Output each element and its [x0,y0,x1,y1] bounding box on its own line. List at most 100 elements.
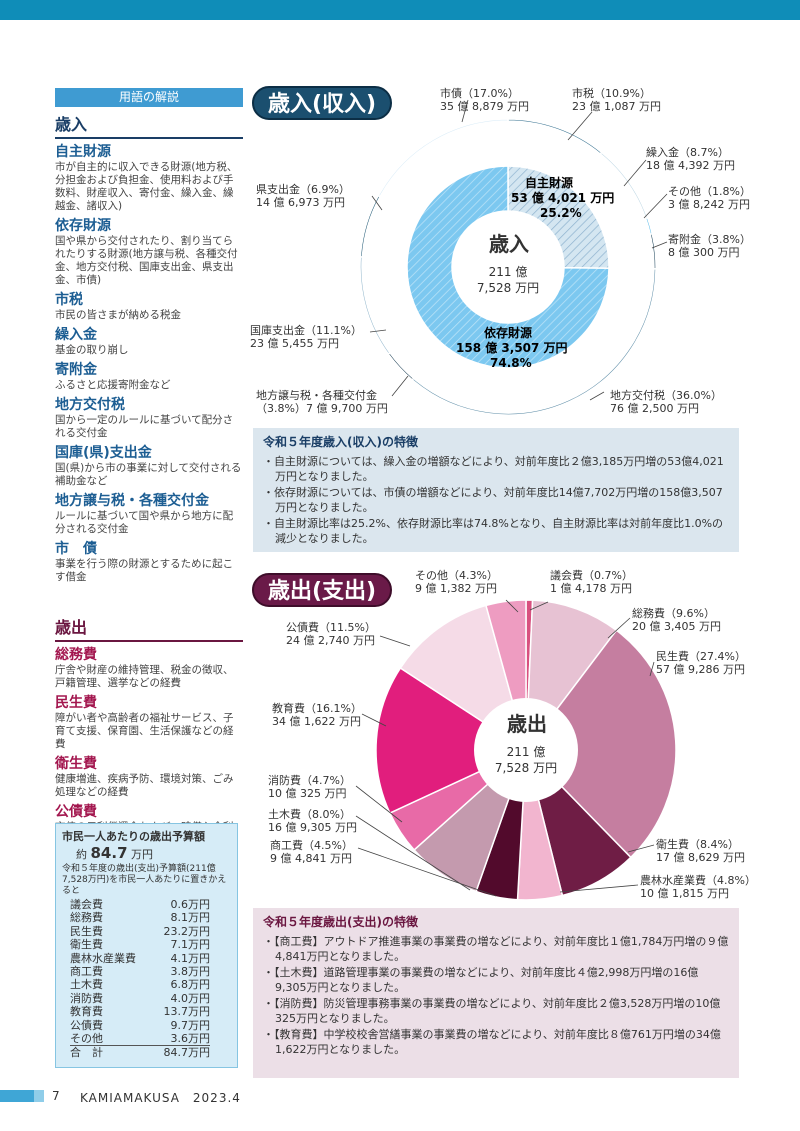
expenditure-leader-line [357,847,497,897]
expenditure-leader-line [529,601,549,611]
note-item: 【消防費】防災管理事務事業の事業費の増などにより、対前年度比２億3,528万円増… [263,996,729,1027]
expenditure-center-circle [474,698,578,802]
revenue-outer-slice [599,151,649,220]
expenditure-chart [355,599,677,901]
per-capita-box: 市民一人あたりの歳出予算額 約 84.7 万円 令和５年度の歳出(支出)予算額(… [55,823,238,1068]
glossary-revenue-title: 歳入 [55,109,243,139]
glossary-revenue-terms: 自主財源 市が自主的に収入できる財源(地方税、分担金および負担金、使用料および手数… [55,144,243,584]
magazine-title: KAMIAMAKUSA 2023.4 [80,1091,241,1105]
glossary-desc: 事業を行う際の財源とするために起こす借金 [55,558,234,583]
per-capita-value: 3.8万円 [170,965,211,979]
expenditure-slice [525,629,677,859]
label-doboku: 土木費（8.0%） 16 億 9,305 万円 [268,808,357,834]
revenue-leader-line [651,241,668,249]
label-shoubou: 消防費（4.7%） 10 億 325 万円 [268,774,351,800]
total-label: 合 計 [70,1045,153,1060]
revenue-center-label: 歳入 [489,232,529,256]
expenditure-leader-line [355,815,471,891]
per-capita-title: 市民一人あたりの歳出予算額 [62,830,205,843]
glossary-term: 地方譲与税・各種交付金 [55,493,209,509]
per-capita-item: 消防費 [70,991,103,1005]
label-sonota-rev: その他（1.8%） 3 億 8,242 万円 [668,185,751,211]
per-capita-row: 消防費 4.0万円 [70,992,210,1005]
revenue-center-amount-1: 211 億 [488,265,528,279]
top-bar [0,0,800,20]
revenue-chart [359,99,668,416]
per-capita-item: 教育費 [70,1005,103,1019]
revenue-heading: 歳入(収入) [252,86,393,120]
glossary-term: 繰入金 [55,327,97,343]
label-kokko: 国庫支出金（11.1%） 23 億 5,455 万円 [250,324,362,350]
label-jishu-amount: 53 億 4,021 万円 [511,191,615,205]
glossary-desc: ふるさと応援寄附金など [55,379,171,391]
footer-bar [0,1090,34,1102]
expenditure-slice [375,667,528,815]
expenditure-leader-line [559,884,639,893]
label-izon-pct: 74.8% [490,356,532,370]
per-capita-value: 0.6万円 [170,898,211,911]
glossary-desc: 国(県)から市の事業に対して交付される補助金など [55,462,242,487]
per-capita-row: 公債費 9.7万円 [70,1019,210,1032]
label-sonota-exp: その他（4.3%） 9 億 1,382 万円 [415,569,498,595]
label-nourin: 農林水産業費（4.8%） 10 億 1,815 万円 [640,874,756,900]
per-capita-value: 7.1万円 [170,938,211,952]
per-capita-row: 議会費 0.6万円 [70,898,210,911]
label-jishu: 自主財源 [525,176,574,190]
note-item: 自主財源比率は25.2%、依存財源比率は74.8%となり、自主財源比率は対前年度… [263,516,729,547]
label-izon: 依存財源 [484,326,533,340]
label-shizei: 市税（10.9%） 23 億 1,087 万円 [572,87,661,113]
expenditure-note-title: 令和５年度歳出(支出)の特徴 [263,915,418,929]
per-capita-item: 商工費 [70,965,103,979]
glossary-term: 地方交付税 [55,397,125,413]
expenditure-center-label: 歳出 [507,712,547,736]
glossary-expenditure-title: 歳出 [55,612,243,642]
footer: 7 KAMIAMAKUSA 2023.4 [0,1089,800,1110]
per-capita-row: 農林水産業費 4.1万円 [70,952,210,965]
note-item: 【商工費】アウトドア推進事業の事業費の増などにより、対前年度比１億1,784万円… [263,934,729,965]
label-kuriire: 繰入金（8.7%） 18 億 4,392 万円 [646,146,735,172]
glossary-desc: 健康増進、疾病予防、環境対策、ごみ処理などの経費 [55,773,234,798]
glossary-term: 依存財源 [55,218,111,234]
revenue-leader-line [391,375,409,397]
glossary-desc: 庁舎や財産の維持管理、税金の徴収、戸籍管理、選挙などの経費 [55,664,234,689]
amount-prefix: 約 [76,848,87,861]
per-capita-row: 民生費 23.2万円 [70,925,210,938]
glossary-term: 寄附金 [55,362,97,378]
expenditure-leader-line [379,635,411,647]
revenue-center-circle [452,211,564,323]
glossary-term: 国庫(県)支出金 [55,445,152,461]
per-capita-item: 総務費 [70,911,103,925]
revenue-leader-line [567,111,593,141]
per-capita-item: 公債費 [70,1018,103,1032]
expenditure-center-amount-1: 211 億 [506,745,546,759]
amount-value: 84.7 [90,844,128,862]
expenditure-leader-line [505,599,519,613]
glossary-header: 用語の解説 [55,88,243,107]
revenue-center-amount-2: 7,528 万円 [476,281,540,295]
revenue-note-title: 令和５年度歳入(収入)の特徴 [263,435,418,449]
expenditure-leader-line [607,617,631,639]
revenue-outer-slice [644,216,654,236]
label-shoukou: 商工費（4.5%） 9 億 4,841 万円 [270,839,353,865]
label-jouyo: 地方譲与税・各種交付金 （3.8%）7 億 9,700 万円 [256,389,388,415]
per-capita-row: 総務費 8.1万円 [70,911,210,924]
label-minsei: 民生費（27.4%） 57 億 9,286 万円 [656,650,746,676]
glossary-term: 民生費 [55,695,97,711]
glossary-desc: 市民の皆さまが納める税金 [55,309,181,321]
per-capita-total-row: 合 計 84.7万円 [70,1045,210,1060]
footer-bar-light [34,1090,44,1102]
label-izon-amount: 158 億 3,507 万円 [456,341,568,355]
per-capita-row: その他 3.6万円 [70,1032,210,1046]
per-capita-item: 議会費 [70,898,103,911]
per-capita-value: 6.8万円 [170,978,211,992]
per-capita-item: 農林水産業費 [70,951,136,965]
per-capita-value: 4.1万円 [170,951,211,965]
per-capita-table: 議会費 0.6万円 総務費 8.1万円 民生費 23.2万円 衛生費 7.1万円 農林水産業費 4… [70,898,210,1060]
note-item: 【教育費】中学校校舎営繕事業の事業費の増などにより、対前年度比８億761万円増の… [263,1027,729,1058]
glossary-desc: 国や県から交付されたり、割り当てられたりする財源(地方譲与税、各種交付金、地方交… [55,235,238,286]
label-soumu: 総務費（9.6%） 20 億 3,405 万円 [632,607,721,633]
per-capita-item: 民生費 [70,924,103,938]
expenditure-heading: 歳出(支出) [252,573,393,607]
per-capita-item: 土木費 [70,978,103,992]
per-capita-note: 令和５年度の歳出(支出)予算額(211億7,528万円)を市民一人あたりに置きか… [62,864,227,896]
